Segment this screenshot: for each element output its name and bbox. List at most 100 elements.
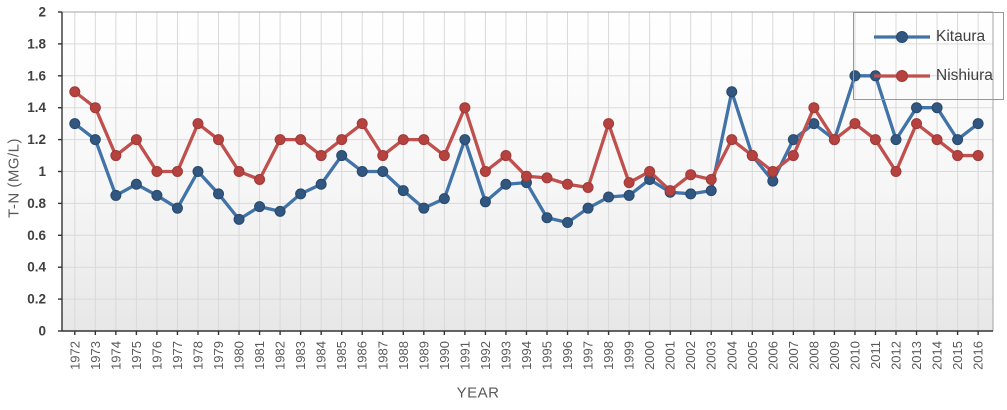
x-tick-label: 2002 — [683, 341, 698, 370]
data-point — [418, 202, 430, 214]
y-tick-label: 0.4 — [27, 260, 46, 275]
data-point — [952, 150, 964, 162]
x-tick-label: 1983 — [293, 341, 308, 370]
data-point — [685, 188, 697, 200]
data-point — [110, 150, 122, 162]
x-tick-label: 2005 — [745, 341, 760, 370]
x-tick-label: 2014 — [930, 341, 945, 370]
x-tick-label: 1984 — [314, 341, 329, 370]
data-point — [418, 134, 430, 146]
data-point — [705, 173, 717, 185]
data-point — [233, 213, 245, 225]
data-point — [808, 102, 820, 114]
data-point — [787, 150, 799, 162]
data-point — [952, 134, 964, 146]
data-point — [541, 212, 553, 224]
y-tick-label: 1 — [38, 164, 46, 179]
x-tick-label: 1986 — [355, 341, 370, 370]
legend-item-nishiura: Nishiura — [854, 67, 1003, 85]
x-tick-label: 1977 — [170, 341, 185, 370]
x-tick-label: 1996 — [560, 341, 575, 370]
x-axis-labels: 1972 1973 1974 1975 1976 1977 1978 1979 1980 1981… — [67, 341, 985, 370]
data-point — [110, 189, 122, 201]
data-point — [438, 193, 450, 205]
data-point — [315, 150, 327, 162]
x-tick-label: 1978 — [190, 341, 205, 370]
x-tick-label: 2003 — [704, 341, 719, 370]
data-point — [562, 217, 574, 229]
data-point — [890, 134, 902, 146]
x-tick-label: 2008 — [806, 341, 821, 370]
y-tick-label: 2 — [38, 5, 46, 20]
data-point — [726, 86, 738, 98]
data-point — [233, 166, 245, 177]
data-point — [911, 118, 923, 130]
data-point — [828, 134, 840, 146]
x-tick-label: 2013 — [909, 341, 924, 370]
data-point — [541, 172, 553, 184]
data-point — [603, 118, 615, 130]
x-tick-label: 1991 — [457, 341, 472, 370]
y-tick-label: 0 — [38, 324, 46, 339]
y-tick-label: 1.2 — [27, 132, 46, 147]
gridlines — [62, 11, 993, 331]
data-point — [336, 150, 348, 162]
data-point — [69, 118, 81, 130]
x-tick-label: 1975 — [129, 341, 144, 370]
data-point — [500, 178, 512, 190]
x-tick-label: 1972 — [67, 341, 82, 370]
legend-label: Kitaura — [936, 27, 986, 45]
data-point — [767, 166, 779, 177]
x-tick-label: 1985 — [334, 341, 349, 370]
axes — [58, 11, 993, 335]
data-point — [171, 202, 183, 214]
data-point — [787, 134, 799, 146]
data-point — [746, 150, 758, 162]
data-point — [931, 134, 943, 146]
x-tick-label: 2011 — [868, 341, 883, 369]
data-point — [911, 102, 923, 114]
x-tick-label: 1997 — [581, 341, 596, 370]
data-point — [254, 173, 266, 185]
data-point — [151, 166, 163, 177]
data-point — [931, 102, 943, 114]
data-point — [500, 150, 512, 162]
data-point — [151, 189, 163, 201]
data-point — [130, 134, 142, 146]
data-point — [438, 150, 450, 162]
data-point — [869, 134, 881, 146]
x-tick-label: 1992 — [478, 341, 493, 370]
x-tick-label: 2001 — [663, 341, 678, 370]
data-point — [213, 188, 225, 200]
data-point — [89, 134, 101, 146]
data-point — [664, 185, 676, 197]
data-point — [274, 205, 286, 217]
x-tick-label: 1999 — [622, 341, 637, 370]
x-tick-label: 1989 — [416, 341, 431, 370]
data-point — [705, 185, 717, 197]
x-tick-label: 2009 — [827, 341, 842, 370]
y-axis-labels: 0 0.2 0.4 0.6 0.8 1 1.2 1.4 1.6 1.8 2 — [27, 5, 46, 339]
nishiura-line-marker-icon — [874, 69, 930, 82]
x-tick-label: 2016 — [971, 341, 986, 370]
data-point — [254, 201, 266, 213]
data-point — [192, 166, 204, 177]
series-nishiura — [69, 86, 984, 197]
data-point — [562, 178, 574, 190]
y-tick-label: 0.6 — [27, 228, 46, 243]
legend-item-kitaura: Kitaura — [854, 28, 1003, 46]
data-point — [130, 178, 142, 190]
data-point — [890, 166, 902, 177]
data-point — [192, 118, 204, 130]
data-point — [459, 102, 471, 114]
data-point — [213, 134, 225, 146]
x-tick-label: 1993 — [498, 341, 513, 370]
y-tick-label: 1.8 — [27, 36, 46, 51]
x-tick-label: 1976 — [149, 341, 164, 370]
x-tick-label: 2010 — [847, 341, 862, 370]
data-point — [623, 177, 635, 189]
x-tick-label: 1980 — [232, 341, 247, 370]
x-tick-label: 1979 — [211, 341, 226, 370]
data-point — [356, 166, 368, 177]
